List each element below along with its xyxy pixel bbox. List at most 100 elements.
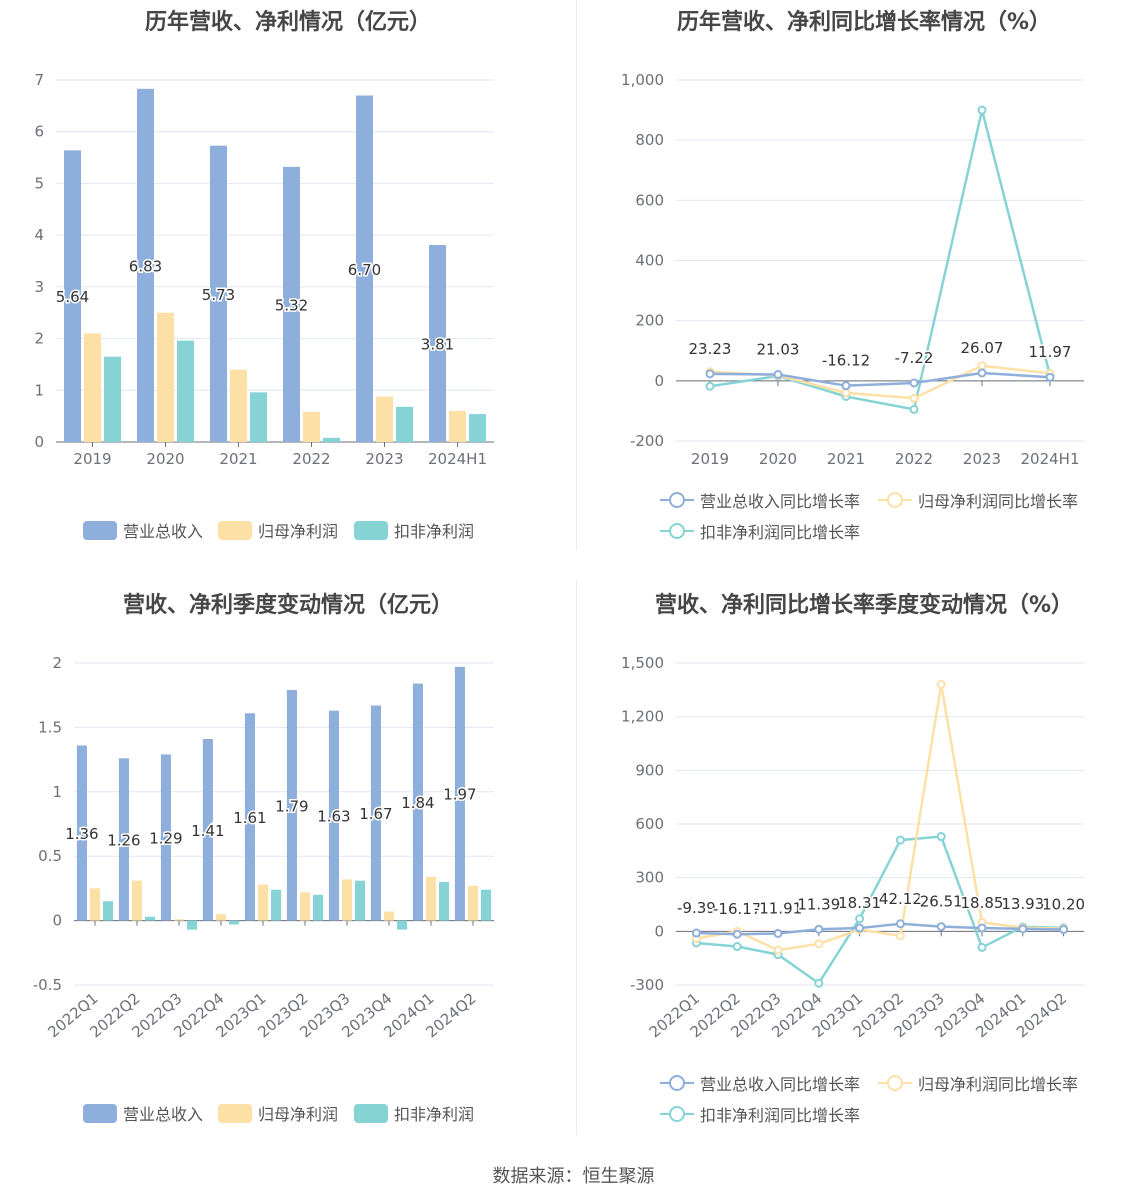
bar-netprofit	[425, 876, 437, 921]
legend-item-netprofit-growth[interactable]: 归母净利润同比增长率	[878, 1071, 1078, 1095]
point-revenue	[705, 369, 715, 379]
legend-label: 归母净利润	[258, 1105, 339, 1124]
bar-deducted	[397, 920, 408, 930]
bar-deducted	[355, 880, 366, 921]
bar-netprofit	[173, 919, 185, 921]
legend-item-deducted[interactable]: 扣非净利润	[354, 518, 474, 542]
point-deducted	[909, 404, 919, 414]
legend-swatch-revenue	[83, 520, 117, 540]
data-label: 1.61	[233, 809, 266, 827]
point-netprofit	[977, 361, 987, 371]
point-revenue	[936, 922, 946, 932]
bar-revenue	[64, 150, 81, 442]
bar-revenue	[412, 683, 423, 921]
bar-netprofit	[257, 884, 269, 921]
legend-item-revenue-growth[interactable]: 营业总收入同比增长率	[660, 488, 860, 512]
data-label: 26.51	[920, 893, 963, 911]
point-deducted	[814, 978, 824, 988]
bar-deducted	[103, 901, 114, 921]
y-tick-label: 3	[34, 278, 44, 296]
data-label: 1.84	[401, 794, 434, 812]
data-label: 1.79	[275, 797, 308, 815]
data-label: 1.97	[443, 786, 476, 804]
y-tick-label: 200	[635, 312, 664, 330]
bar-netprofit	[215, 914, 227, 921]
point-revenue	[1059, 925, 1069, 935]
divider-bottom	[576, 580, 577, 1135]
y-tick-label: -300	[630, 976, 664, 994]
bar-deducted	[439, 881, 450, 921]
bar-revenue	[328, 710, 339, 921]
data-label: -16.17	[713, 900, 761, 918]
bar-deducted	[229, 920, 240, 925]
bar-deducted	[396, 406, 413, 442]
legend-swatch-netprofit	[218, 1103, 252, 1123]
bar-deducted	[177, 340, 194, 442]
legend-item-revenue[interactable]: 营业总收入	[83, 518, 203, 542]
point-revenue	[895, 919, 905, 929]
x-tick-label: 2020	[759, 450, 797, 468]
data-label: 10.20	[1042, 896, 1085, 914]
data-label: 23.23	[689, 340, 732, 358]
y-tick-label: 1,500	[621, 654, 664, 672]
bar-netprofit	[89, 888, 101, 921]
series-line-deducted	[696, 835, 1064, 985]
point-deducted	[936, 832, 946, 842]
point-netprofit	[895, 931, 905, 941]
y-tick-label: 5	[34, 174, 44, 192]
data-label: 21.03	[757, 341, 800, 359]
bar-deducted	[104, 356, 121, 442]
bar-deducted	[145, 916, 156, 921]
x-tick-label: 2019	[73, 450, 111, 468]
chart-title-annual-growth: 历年营收、净利同比增长率情况（%）	[676, 10, 1052, 35]
legend-label: 归母净利润同比增长率	[918, 492, 1079, 511]
bar-deducted	[481, 889, 492, 921]
bar-revenue	[429, 244, 446, 442]
bar-netprofit	[303, 412, 320, 442]
bar-revenue	[202, 738, 213, 921]
series-line-netprofit	[696, 684, 1064, 952]
legend-item-netprofit[interactable]: 归母净利润	[218, 1101, 338, 1125]
bar-netprofit	[84, 333, 101, 442]
y-tick-label: -200	[630, 432, 664, 450]
legend-label: 营业总收入同比增长率	[700, 1075, 861, 1094]
legend-item-deducted[interactable]: 扣非净利润	[354, 1101, 474, 1125]
point-deducted	[895, 835, 905, 845]
legend-swatch-netprofit	[218, 520, 252, 540]
bar-netprofit	[230, 369, 247, 442]
point-deducted	[705, 381, 715, 391]
legend-item-revenue-growth[interactable]: 营业总收入同比增长率	[660, 1071, 860, 1095]
legend-item-deducted-growth[interactable]: 扣非净利润同比增长率	[660, 1102, 860, 1126]
data-label: 5.64	[56, 288, 89, 306]
data-label: 42.12	[879, 890, 922, 908]
legend-item-netprofit-growth[interactable]: 归母净利润同比增长率	[878, 488, 1078, 512]
bar-deducted	[313, 894, 324, 921]
legend-item-netprofit[interactable]: 归母净利润	[218, 518, 338, 542]
point-netprofit	[909, 393, 919, 403]
bar-revenue	[244, 713, 255, 921]
legend-label: 营业总收入	[123, 1105, 204, 1124]
data-label: 18.31	[838, 894, 881, 912]
x-tick-label: 2021	[219, 450, 257, 468]
series-line-revenue	[696, 922, 1064, 936]
data-label: -7.22	[895, 349, 934, 367]
point-netprofit	[841, 388, 851, 398]
chart-title-quarterly-growth: 营收、净利同比增长率季度变动情况（%）	[654, 593, 1074, 618]
x-tick-label: 2020	[146, 450, 184, 468]
point-revenue	[773, 370, 783, 380]
x-tick-label: 2023	[963, 450, 1001, 468]
y-tick-label: 600	[635, 191, 664, 209]
legend-label: 归母净利润同比增长率	[918, 1075, 1079, 1094]
legend-swatch-revenue	[83, 1103, 117, 1123]
legend-label: 扣非净利润同比增长率	[700, 1106, 861, 1125]
data-label: 6.70	[348, 261, 381, 279]
point-revenue	[977, 368, 987, 378]
x-tick-label: 2024H1	[428, 450, 487, 468]
legend-label: 扣非净利润	[394, 522, 475, 541]
legend-item-deducted-growth[interactable]: 扣非净利润同比增长率	[660, 519, 860, 543]
bar-deducted	[323, 437, 340, 442]
bar-deducted	[187, 920, 198, 930]
bar-deducted	[271, 889, 282, 921]
point-netprofit	[773, 945, 783, 955]
legend-item-revenue[interactable]: 营业总收入	[83, 1101, 203, 1125]
